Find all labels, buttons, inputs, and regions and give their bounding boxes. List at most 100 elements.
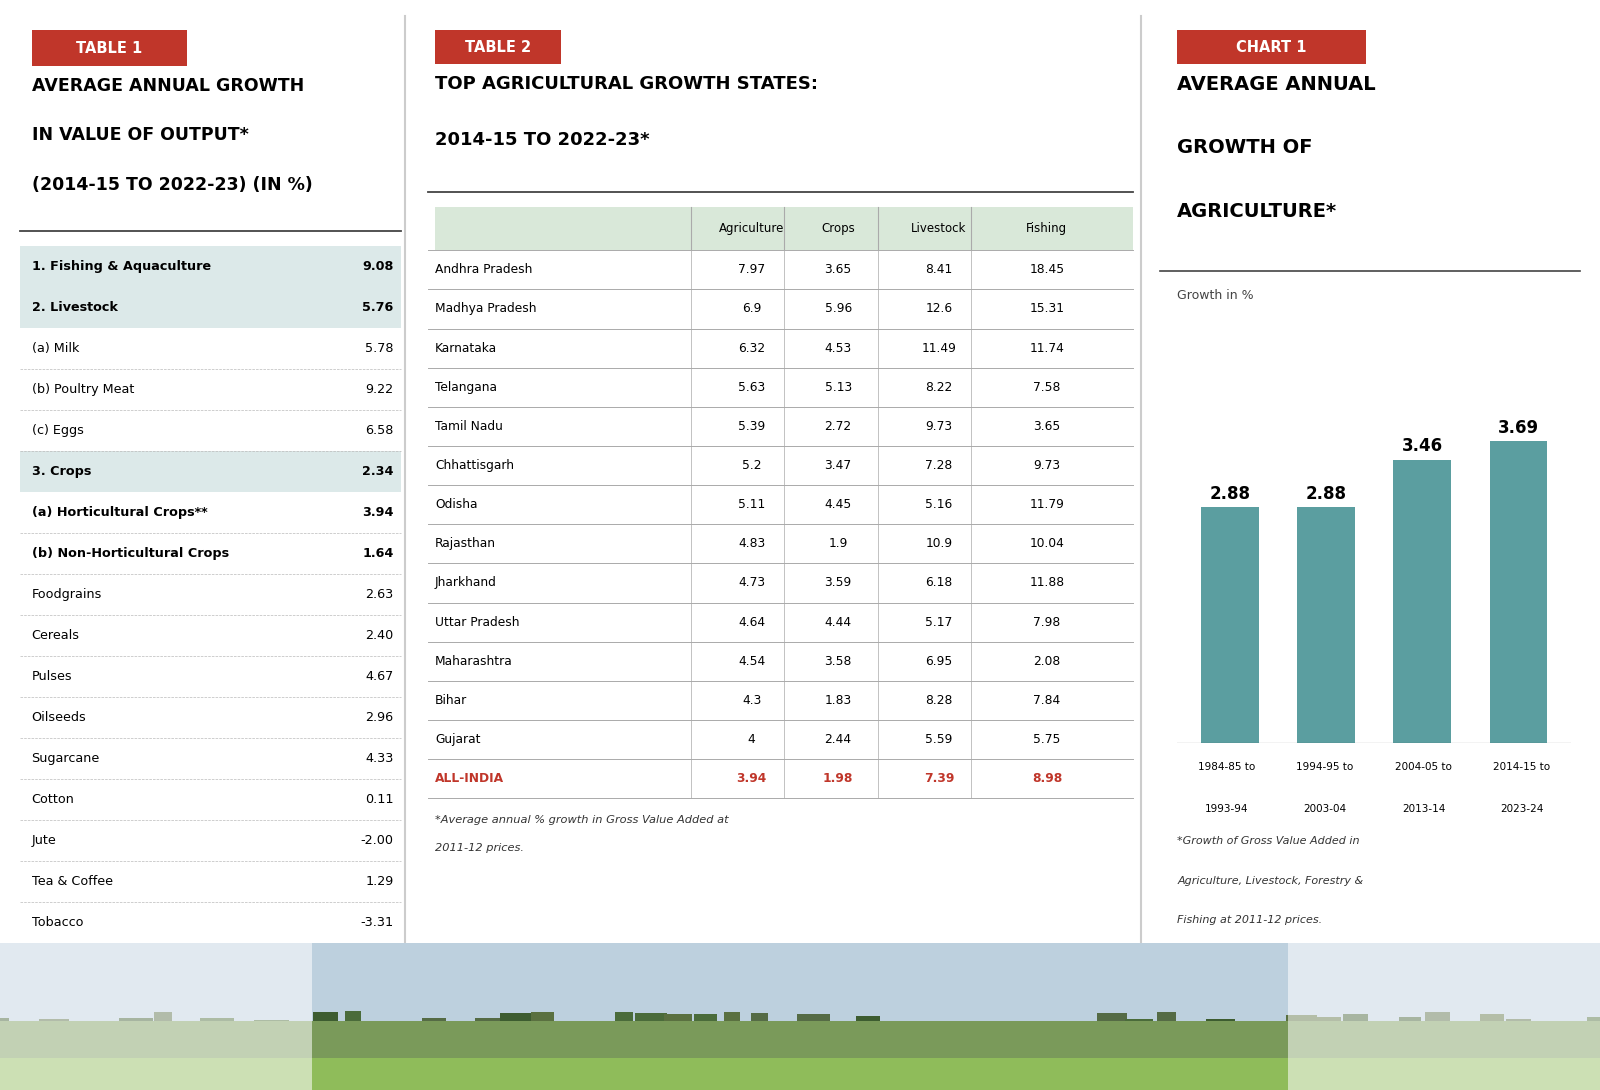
Bar (715, 1026, 749, 1043)
Text: 7.97: 7.97 (738, 264, 765, 277)
Bar (0, 1021, 1600, 1068)
Bar (853, 1013, 883, 1043)
Text: 11.74: 11.74 (1029, 341, 1064, 354)
Text: 3.94: 3.94 (362, 506, 394, 519)
Text: Fishing: Fishing (1026, 222, 1067, 235)
Bar (64, 1016, 98, 1043)
Text: Livestock: Livestock (912, 222, 966, 235)
Text: 6.32: 6.32 (738, 341, 765, 354)
Bar (1451, 1028, 1478, 1043)
Bar (206, 1030, 227, 1043)
Bar (962, 1019, 992, 1043)
Text: (2014-15 TO 2022-23) (IN %): (2014-15 TO 2022-23) (IN %) (32, 175, 312, 194)
Text: Agriculture, Livestock, Forestry &: Agriculture, Livestock, Forestry & (1178, 875, 1363, 885)
Bar (1152, 1022, 1181, 1043)
Bar (1237, 1017, 1258, 1043)
Text: *At 2011-12 prices; *Includes Fruits &: *At 2011-12 prices; *Includes Fruits & (32, 954, 237, 964)
Text: *Growth of Gross Value Added in: *Growth of Gross Value Added in (1178, 836, 1360, 847)
Text: Rajasthan: Rajasthan (435, 537, 496, 550)
Bar (0, 1025, 11, 1043)
Bar (698, 1027, 714, 1043)
Text: 10.04: 10.04 (1029, 537, 1064, 550)
Text: 1994-95 to: 1994-95 to (1296, 762, 1354, 772)
Text: Jharkhand: Jharkhand (435, 577, 498, 590)
Text: 2014-15 TO 2022-23*: 2014-15 TO 2022-23* (435, 131, 650, 149)
Bar (370, 1019, 389, 1043)
Text: 9.22: 9.22 (365, 383, 394, 396)
Bar (45, 1016, 64, 1043)
Text: -3.31: -3.31 (360, 916, 394, 929)
Text: 4.45: 4.45 (824, 498, 851, 511)
Bar (582, 1019, 611, 1043)
Text: Bihar: Bihar (435, 694, 467, 707)
Text: 3.65: 3.65 (1034, 420, 1061, 433)
Text: 4.33: 4.33 (365, 752, 394, 765)
Text: IN VALUE OF OUTPUT*: IN VALUE OF OUTPUT* (32, 126, 248, 144)
Text: ALL-INDIA: ALL-INDIA (435, 772, 504, 785)
Text: Gujarat: Gujarat (435, 734, 480, 746)
Text: (a) Horticultural Crops**: (a) Horticultural Crops** (32, 506, 206, 519)
Bar (395, 1017, 419, 1043)
Bar (435, 31, 562, 64)
Bar (1317, 1025, 1341, 1043)
Text: 1.98: 1.98 (822, 772, 853, 785)
Text: 9.73: 9.73 (925, 420, 952, 433)
Bar (174, 1027, 205, 1043)
Text: 5.2: 5.2 (742, 459, 762, 472)
Text: Fishing at 2011-12 prices.: Fishing at 2011-12 prices. (1178, 915, 1323, 924)
Text: 2.44: 2.44 (824, 734, 851, 746)
Text: 3.47: 3.47 (824, 459, 851, 472)
Text: 6.9: 6.9 (742, 303, 762, 315)
Text: 7.98: 7.98 (1034, 616, 1061, 629)
Text: TABLE 2: TABLE 2 (466, 39, 531, 54)
Bar (422, 1027, 445, 1043)
Text: 3.65: 3.65 (824, 264, 851, 277)
Bar (0, 1057, 1600, 1090)
Text: TOP AGRICULTURAL GROWTH STATES:: TOP AGRICULTURAL GROWTH STATES: (435, 75, 818, 93)
Text: 8.28: 8.28 (925, 694, 952, 707)
Bar (1125, 1019, 1152, 1043)
Text: 1.64: 1.64 (362, 547, 394, 559)
Text: 7.39: 7.39 (923, 772, 954, 785)
Bar (149, 1019, 176, 1043)
Bar (254, 1025, 288, 1043)
Text: 5.39: 5.39 (738, 420, 765, 433)
Bar (533, 1024, 552, 1043)
Text: 2003-04: 2003-04 (1304, 803, 1347, 814)
Text: 5.17: 5.17 (925, 616, 952, 629)
Text: Foodgrains: Foodgrains (32, 588, 102, 601)
Text: 0.11: 0.11 (365, 792, 394, 806)
Text: Oilseeds: Oilseeds (32, 711, 86, 724)
Text: 4.54: 4.54 (738, 655, 765, 668)
Text: 5.96: 5.96 (824, 303, 851, 315)
Text: 15.31: 15.31 (1029, 303, 1064, 315)
Text: Cereals: Cereals (32, 629, 80, 642)
Bar (19, 450, 402, 492)
Text: 6.58: 6.58 (365, 424, 394, 437)
Text: 4.3: 4.3 (742, 694, 762, 707)
Bar (1178, 31, 1366, 64)
Text: 2.40: 2.40 (365, 629, 394, 642)
Bar (19, 245, 402, 287)
Text: Chhattisgarh: Chhattisgarh (435, 459, 514, 472)
Bar (1368, 1030, 1398, 1043)
Text: 4.67: 4.67 (365, 669, 394, 682)
Text: Agriculture: Agriculture (718, 222, 784, 235)
Text: 1984-85 to: 1984-85 to (1198, 762, 1254, 772)
Text: 7.58: 7.58 (1034, 380, 1061, 393)
Text: TABLE 1: TABLE 1 (77, 40, 142, 56)
Text: 3.58: 3.58 (824, 655, 851, 668)
Text: 2004-05 to: 2004-05 to (1395, 762, 1451, 772)
Text: Sugarcane: Sugarcane (32, 752, 99, 765)
Text: 1.29: 1.29 (365, 874, 394, 887)
Bar (1043, 1022, 1072, 1043)
Text: CHART 1: CHART 1 (1237, 39, 1307, 54)
Bar (797, 1025, 830, 1043)
Text: 5.11: 5.11 (738, 498, 765, 511)
Text: 5.63: 5.63 (738, 380, 765, 393)
Text: 6.18: 6.18 (925, 577, 952, 590)
Bar (1094, 1010, 1130, 1043)
Bar (435, 207, 1133, 251)
Text: 4: 4 (747, 734, 755, 746)
Bar (1530, 1017, 1562, 1043)
